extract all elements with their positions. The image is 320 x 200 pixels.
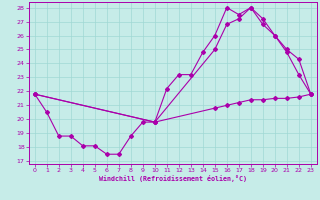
X-axis label: Windchill (Refroidissement éolien,°C): Windchill (Refroidissement éolien,°C) <box>99 175 247 182</box>
